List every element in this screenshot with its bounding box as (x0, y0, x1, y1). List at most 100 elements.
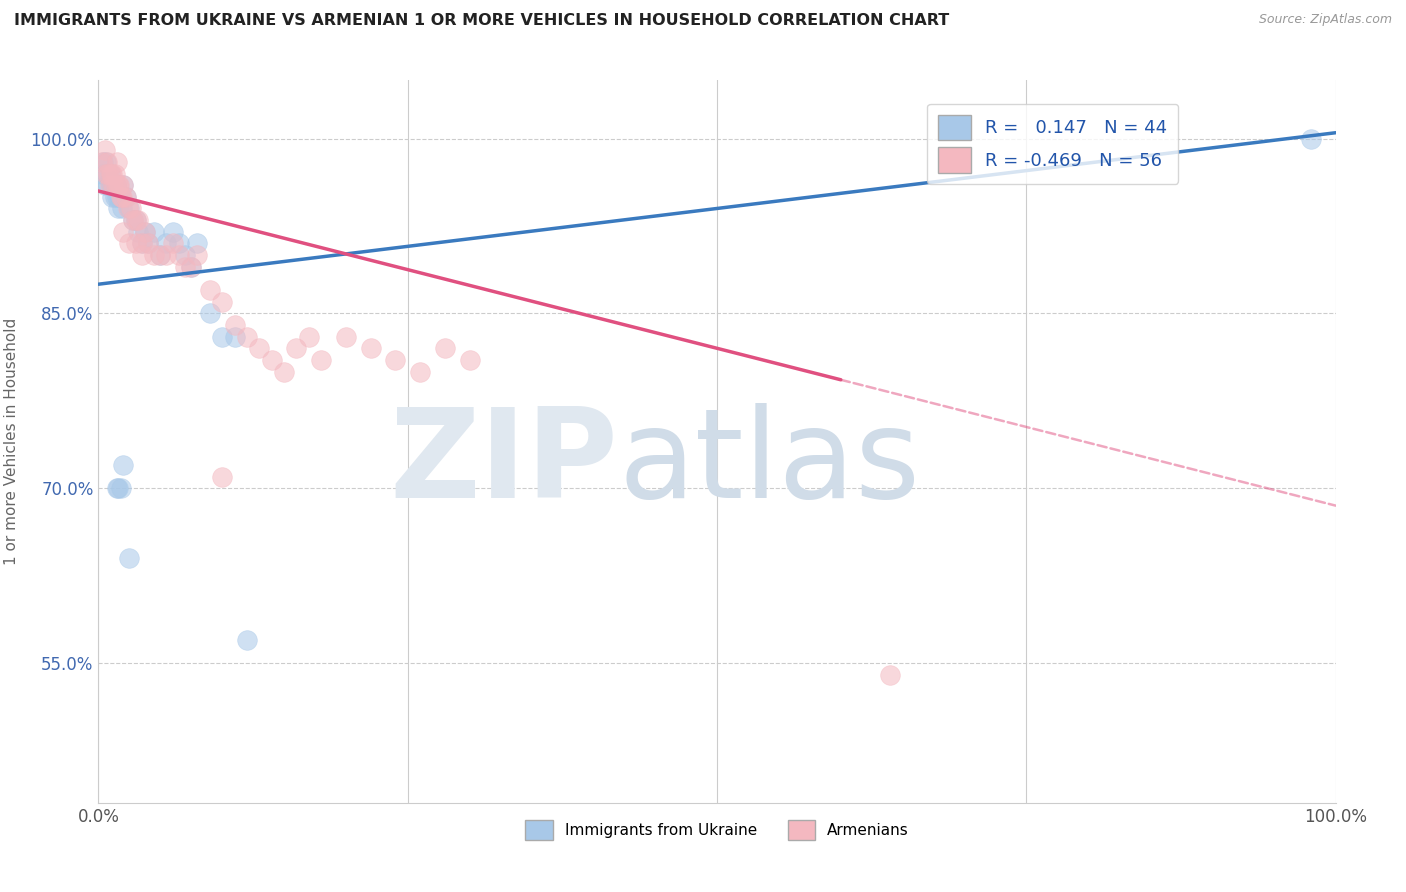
Point (124, 213, 146, 227)
Point (103, 178, 125, 193)
Point (124, 213, 146, 227)
Point (101, 190, 124, 204)
Point (105, 190, 128, 204)
Point (107, 481, 129, 495)
Point (103, 178, 125, 193)
Point (107, 202, 129, 216)
Point (100, 178, 122, 193)
Point (155, 248, 177, 262)
Point (384, 353, 406, 368)
Point (167, 236, 190, 251)
Point (118, 236, 141, 251)
Legend: Immigrants from Ukraine, Armenians: Immigrants from Ukraine, Armenians (519, 814, 915, 846)
Point (186, 248, 208, 262)
Point (107, 178, 129, 193)
Point (198, 306, 221, 320)
Point (260, 353, 283, 368)
Y-axis label: 1 or more Vehicles in Household: 1 or more Vehicles in Household (4, 318, 20, 566)
Point (143, 225, 166, 239)
Point (180, 260, 202, 274)
Point (112, 178, 135, 193)
Point (236, 329, 259, 343)
Point (93, 143, 115, 157)
Point (273, 365, 295, 379)
Point (112, 178, 135, 193)
Point (104, 178, 127, 193)
Point (1299, 131, 1322, 145)
Point (105, 481, 128, 495)
Point (120, 202, 142, 216)
Point (97, 178, 120, 193)
Point (360, 341, 382, 355)
Point (98, 178, 121, 193)
Point (110, 190, 132, 204)
Point (211, 469, 233, 483)
Text: IMMIGRANTS FROM UKRAINE VS ARMENIAN 1 OR MORE VEHICLES IN HOUSEHOLD CORRELATION : IMMIGRANTS FROM UKRAINE VS ARMENIAN 1 OR… (14, 13, 949, 29)
Point (409, 365, 432, 379)
Point (309, 353, 332, 368)
Point (298, 329, 321, 343)
Point (100, 167, 122, 181)
Point (247, 341, 270, 355)
Point (104, 178, 127, 193)
Text: atlas: atlas (619, 402, 920, 524)
Point (97, 167, 120, 181)
Point (108, 190, 131, 204)
Text: ZIP: ZIP (389, 402, 619, 524)
Point (111, 202, 134, 216)
Point (127, 213, 149, 227)
Point (105, 154, 128, 169)
Point (94, 154, 117, 169)
Point (211, 294, 233, 309)
Point (149, 248, 172, 262)
Point (111, 190, 134, 204)
Point (114, 190, 136, 204)
Point (93, 154, 115, 169)
Point (124, 236, 146, 251)
Point (122, 213, 145, 227)
Point (224, 318, 246, 332)
Point (458, 353, 481, 368)
Point (101, 167, 124, 181)
Point (94, 167, 117, 181)
Point (96, 167, 118, 181)
Point (180, 260, 202, 274)
Point (127, 225, 149, 239)
Point (134, 225, 156, 239)
Point (98, 167, 121, 181)
Point (103, 190, 125, 204)
Point (433, 341, 456, 355)
Point (110, 190, 132, 204)
Point (122, 213, 145, 227)
Point (162, 236, 184, 251)
Point (91, 154, 114, 169)
Point (131, 236, 153, 251)
Point (186, 236, 208, 251)
Point (136, 236, 159, 251)
Point (155, 236, 177, 251)
Point (114, 190, 136, 204)
Point (136, 236, 159, 251)
Point (117, 202, 139, 216)
Point (118, 202, 141, 216)
Point (167, 248, 190, 262)
Point (131, 236, 153, 251)
Point (110, 481, 132, 495)
Point (134, 225, 156, 239)
Point (174, 248, 197, 262)
Text: Source: ZipAtlas.com: Source: ZipAtlas.com (1258, 13, 1392, 27)
Point (103, 167, 125, 181)
Point (879, 667, 901, 681)
Point (174, 260, 197, 274)
Point (211, 329, 233, 343)
Point (224, 329, 246, 343)
Point (149, 248, 172, 262)
Point (131, 248, 153, 262)
Point (118, 551, 141, 566)
Point (198, 283, 221, 297)
Point (112, 458, 135, 472)
Point (162, 225, 184, 239)
Point (91, 167, 114, 181)
Point (93, 178, 115, 193)
Point (112, 225, 135, 239)
